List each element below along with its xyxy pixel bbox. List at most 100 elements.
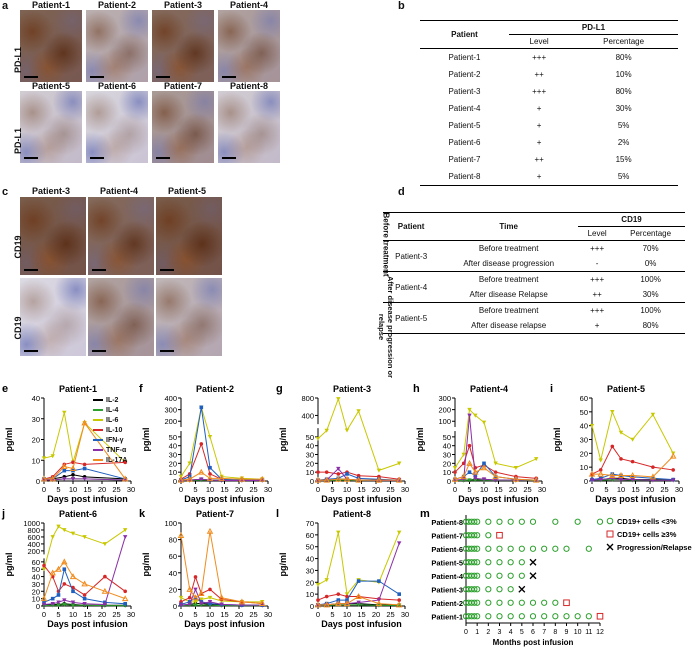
x-tick-label: 5 (330, 485, 334, 494)
data-point (343, 475, 351, 482)
marker-cd19-low (471, 545, 478, 552)
cell-percentage: 80% (615, 87, 632, 96)
panel-a-image-patient-2 (86, 10, 148, 82)
data-point (56, 593, 61, 597)
cell-level: ++ (592, 290, 602, 299)
data-point (598, 458, 603, 463)
data-point (467, 413, 472, 418)
legend-label: IL-10 (106, 427, 123, 434)
x-tick-label: 25 (112, 485, 120, 494)
y-tick-label: 10 (580, 463, 588, 472)
marker-cd19-low (507, 599, 514, 606)
data-point (177, 476, 185, 483)
data-point (493, 478, 498, 483)
panel-c-image-patient-3-after (20, 278, 86, 356)
marker-cd19-low (518, 572, 525, 579)
y-tick-label: 200 (438, 406, 451, 415)
data-point (218, 474, 225, 481)
chart-title: Patient-2 (196, 384, 234, 394)
marker-cd19-low (496, 586, 503, 593)
table-row: After disease relapse +80% (383, 318, 685, 334)
data-point (123, 460, 127, 465)
panel-a-image-patient-8 (218, 91, 280, 163)
x-tick-label: 9 (565, 629, 569, 636)
marker-cd19-low (507, 545, 514, 552)
data-point (123, 535, 128, 540)
marker-cd19-low (474, 613, 481, 620)
cell-patient: Patient-7 (448, 155, 481, 164)
scale-bar (156, 157, 170, 159)
chart-title: Patient-4 (470, 384, 508, 394)
x-tick-label: 5 (467, 485, 471, 494)
x-tick-label: 5 (604, 485, 608, 494)
data-point (451, 475, 459, 482)
data-point (82, 593, 87, 597)
data-point (123, 528, 128, 533)
series-line-IL-17A (180, 531, 263, 605)
x-tick-label: 10 (69, 610, 77, 619)
y-tick-label: 20 (580, 449, 588, 458)
data-point (467, 478, 472, 483)
data-point (198, 468, 205, 475)
data-point (589, 423, 595, 428)
data-point (344, 592, 350, 597)
marker-cd19-low (485, 518, 492, 525)
marker-cd19-low (507, 586, 514, 593)
marker-cd19-low (471, 599, 478, 606)
data-point (199, 477, 204, 482)
x-tick-label: 0 (179, 485, 183, 494)
scale-bar (160, 269, 174, 271)
chart-title: Patient-7 (196, 509, 234, 519)
cell-level: +++ (590, 275, 605, 284)
x-tick-label: 20 (235, 485, 243, 494)
data-point (671, 478, 676, 483)
y-tick-label: 0 (310, 602, 314, 611)
x-tick-label: 25 (386, 485, 394, 494)
data-point (208, 587, 212, 592)
data-point (62, 567, 67, 572)
x-tick-label: 30 (675, 485, 683, 494)
marker-cd19-low (471, 572, 478, 579)
data-point (397, 530, 402, 535)
marker-cd19-low (552, 613, 559, 620)
panel-label-g: g (276, 383, 283, 395)
cell-patient: Patient-4 (395, 282, 428, 292)
data-point (40, 595, 48, 602)
marker-cd19-low (529, 613, 537, 620)
x-tick-label: 12 (596, 629, 604, 636)
cell-level: +++ (532, 53, 547, 62)
data-point (610, 410, 615, 415)
legend-label: CD19+ cells <3% (617, 517, 677, 526)
data-point (62, 598, 67, 603)
col-patient: Patient (451, 30, 478, 39)
data-point (481, 477, 487, 482)
legend-item-IL-10: IL-10 (93, 426, 127, 436)
col-percentage: Percentage (603, 37, 645, 46)
x-tick-label: 4 (509, 629, 513, 636)
x-tick-label: 15 (494, 485, 502, 494)
scale-bar (24, 269, 38, 271)
data-point (238, 598, 246, 605)
legend-label: IFN-γ (106, 437, 124, 444)
y-tick-label: 20 (306, 459, 314, 468)
x-tick-label: 30 (401, 485, 409, 494)
legend-swatch (93, 429, 103, 432)
y-tick-label: 400 (301, 411, 314, 420)
panel-label-d: d (398, 186, 405, 198)
data-point (610, 444, 615, 449)
cell-level: + (536, 104, 542, 113)
data-point (50, 454, 55, 459)
panel-label-m: m (420, 508, 430, 520)
panel-c-title-patient-4: Patient-4 (99, 186, 138, 196)
data-point (397, 592, 401, 596)
x-tick-label: 25 (112, 610, 120, 619)
legend-swatch (93, 419, 103, 422)
scale-bar (160, 350, 174, 352)
data-point (206, 474, 214, 481)
data-point (324, 428, 329, 433)
y-tick-label: 20 (32, 436, 40, 445)
data-point (193, 603, 198, 608)
y-tick-label: 10 (169, 468, 177, 477)
data-point (207, 435, 213, 440)
